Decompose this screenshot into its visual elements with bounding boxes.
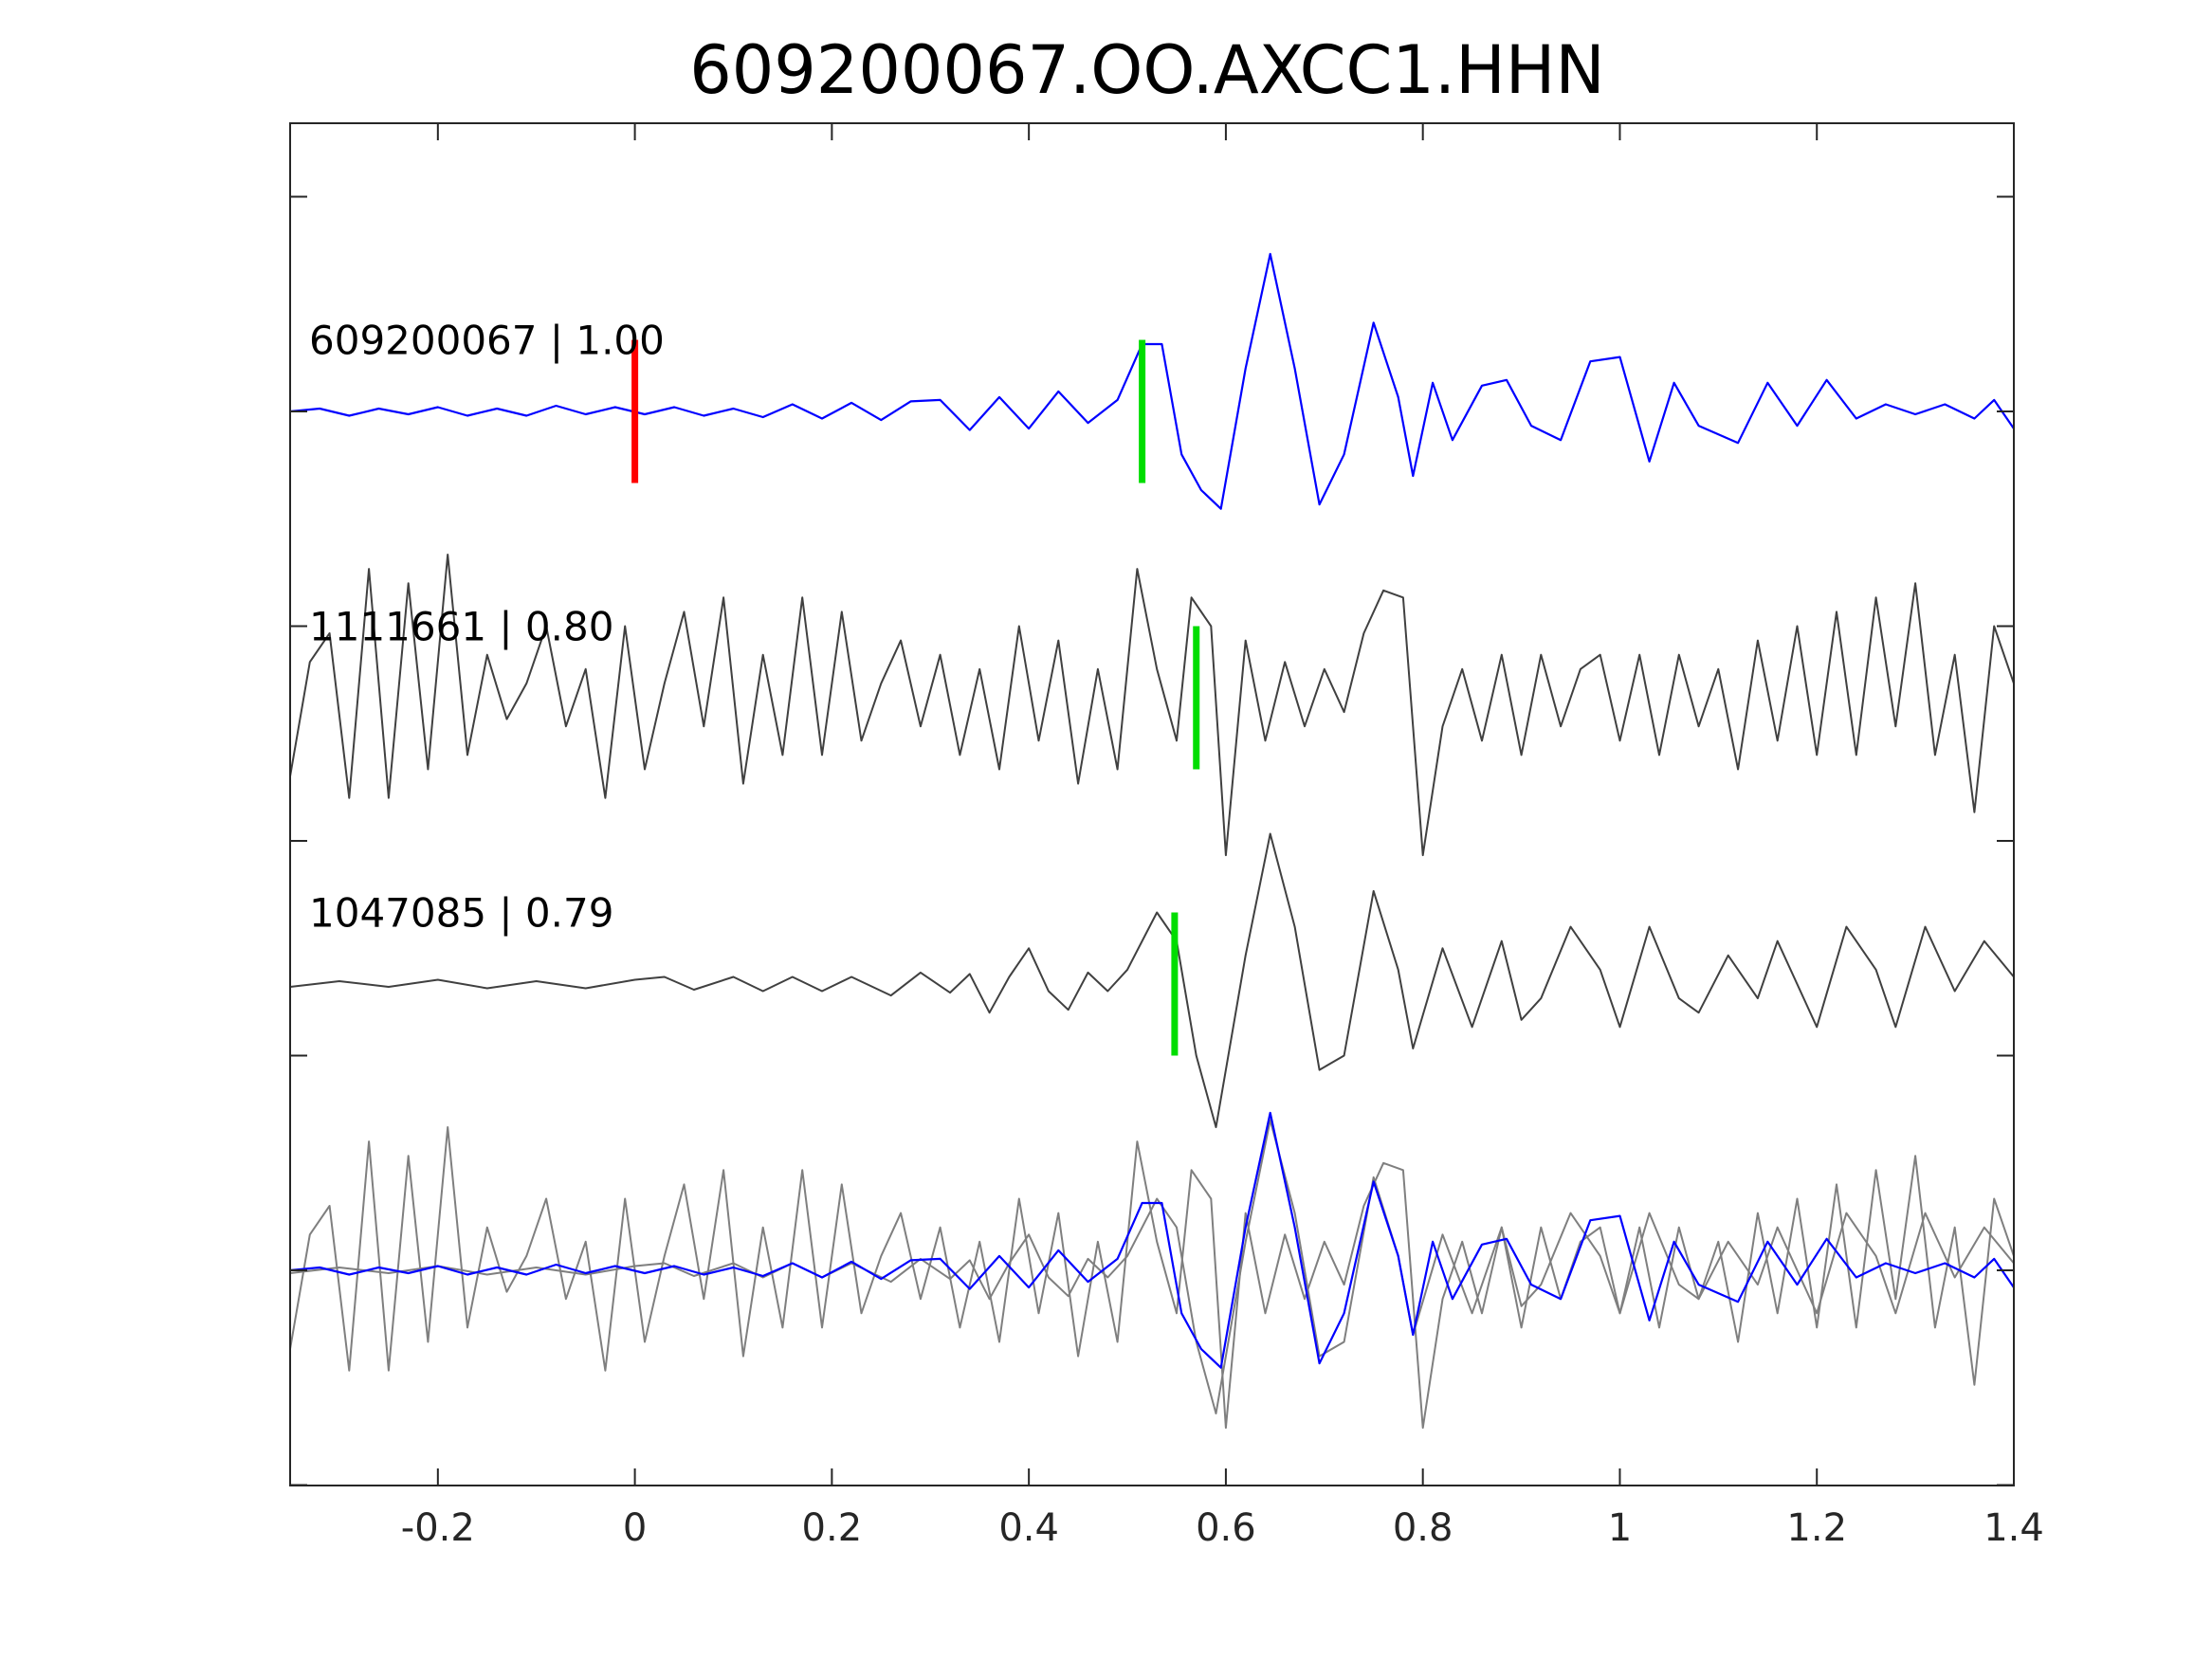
trace-label-1: 609200067 | 1.00 <box>309 318 665 364</box>
x-tick-label: 0.4 <box>998 1506 1059 1550</box>
trace-label-3: 1047085 | 0.79 <box>309 890 613 937</box>
x-tick-label: 0.6 <box>1196 1506 1256 1550</box>
trace-line-3 <box>289 832 2015 1128</box>
plot-area: 609200067 | 1.00 1111661 | 0.80 1047085 | … <box>289 252 2015 1430</box>
x-tick-label: 0 <box>623 1506 647 1550</box>
chart-title: 609200067.OO.AXCC1.HHN <box>689 31 1605 109</box>
axes-frame <box>289 122 2015 1486</box>
x-tick-label: 0.8 <box>1393 1506 1453 1550</box>
x-tick-label: 1.4 <box>1983 1506 2044 1550</box>
x-tick-label: 1.2 <box>1786 1506 1847 1550</box>
trace-line-2 <box>289 554 2015 857</box>
overlay-trace-1 <box>289 1126 2015 1430</box>
overlay-trace-3 <box>289 1111 2015 1369</box>
overlay-trace-2 <box>289 1119 2015 1414</box>
x-tick-label: -0.2 <box>401 1506 475 1550</box>
x-axis-ticks: -0.2 0 0.2 0.4 0.6 0.8 1 1.2 1.4 <box>401 123 2044 1550</box>
trace-label-2: 1111661 | 0.80 <box>309 604 613 650</box>
x-tick-label: 0.2 <box>802 1506 863 1550</box>
x-tick-label: 1 <box>1608 1506 1632 1550</box>
y-axis-ticks <box>290 195 2014 1486</box>
trace-line-1 <box>289 252 2015 510</box>
